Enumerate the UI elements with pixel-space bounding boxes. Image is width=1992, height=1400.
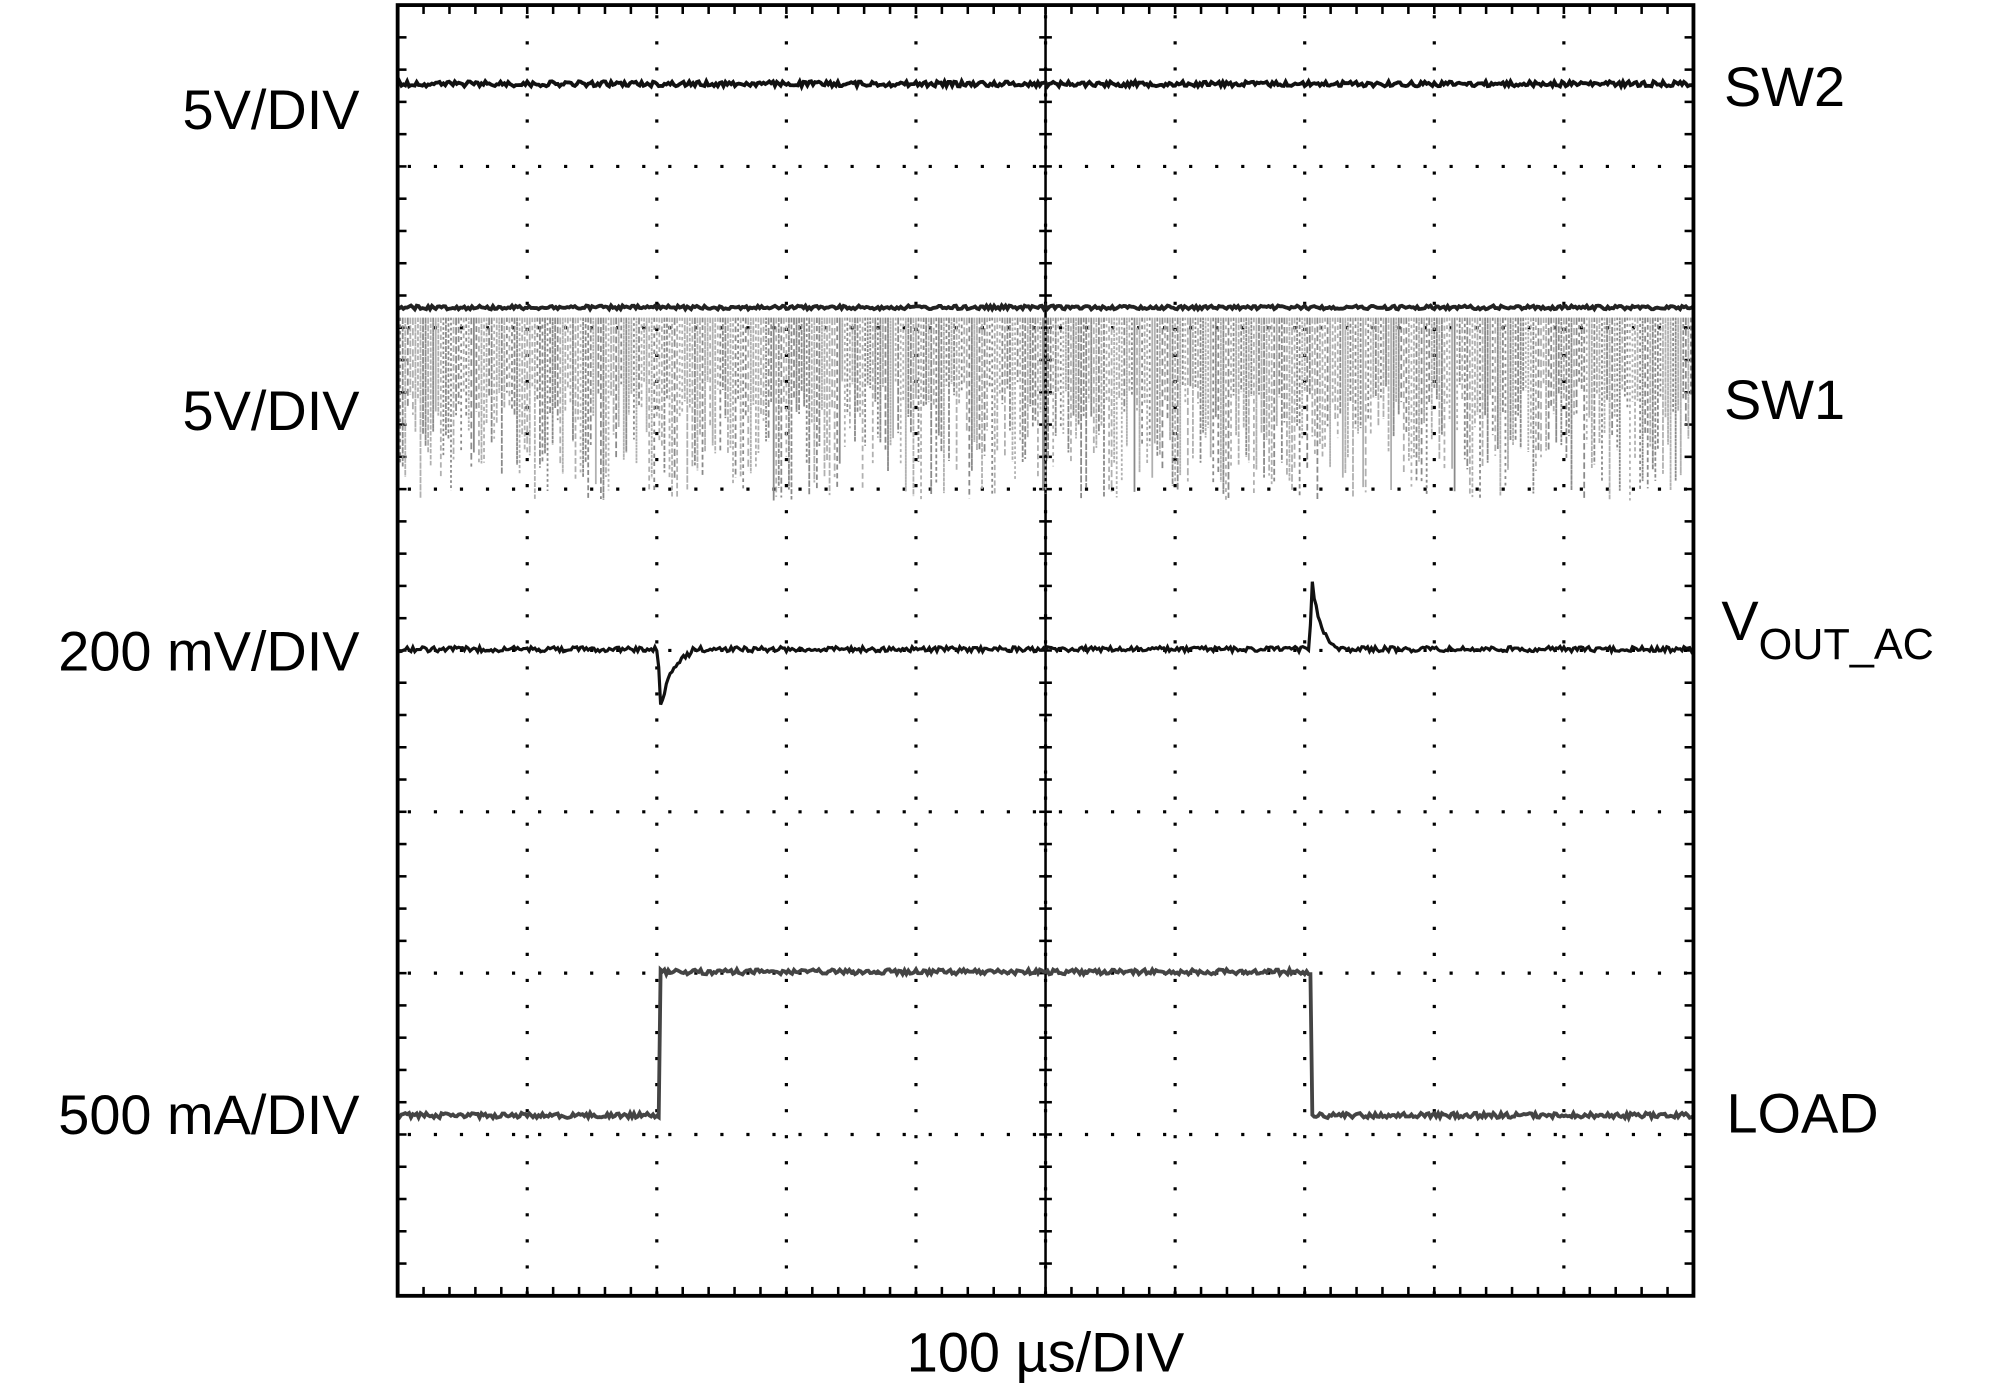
sw2-trace [395,76,1695,92]
channel-label: SW2 [1724,55,1845,118]
channel-label-subscript: OUT_AC [1759,621,1934,669]
channel-label-main: V [1721,589,1759,652]
channel-label: LOAD [1726,1082,1878,1145]
traces [395,76,1695,1123]
load-trace [396,964,1695,1123]
channel-label: VOUT_AC [1721,589,1933,670]
sw1-trace [396,302,1695,313]
scale-label: 500 mA/DIV [58,1083,360,1146]
scale-label: 5V/DIV [183,78,361,141]
time-label: 100 µs/DIV [907,1321,1185,1384]
channel-label: SW1 [1724,368,1845,431]
vout-trace [396,581,1695,706]
scale-label: 200 mV/DIV [58,619,360,682]
plot-frame [395,3,1696,1298]
scale-label: 5V/DIV [183,379,361,442]
